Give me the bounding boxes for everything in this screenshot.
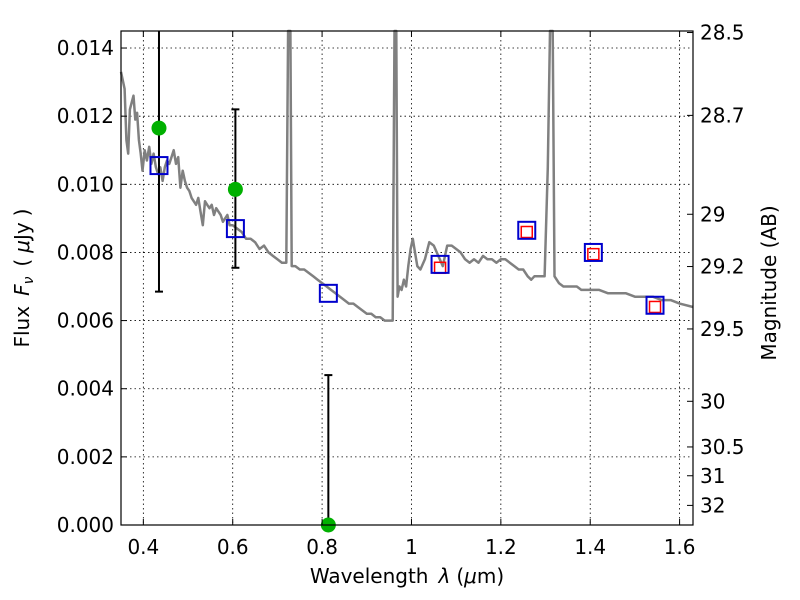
x-tick-label: 1 (405, 535, 418, 559)
y-tick-label: 0.014 (57, 36, 114, 60)
plot-frame (120, 30, 694, 526)
magnitude-axis-ticks: 28.5 28.7 29 29.2 29.5 30 30.5 31 32 (687, 21, 745, 517)
photometry-marker (587, 247, 600, 261)
y-tick-label: 0.006 (57, 309, 114, 333)
x-tick-label: 0.8 (306, 535, 338, 559)
y-axis-ticks: 0.000 0.002 0.004 0.006 0.008 0.010 0.012 0.014 (57, 36, 127, 537)
model-flux-marker (517, 220, 537, 240)
y-tick-label: 0.002 (57, 445, 114, 469)
model-flux-marker (149, 156, 169, 176)
magnitude-tick-label: 29 (700, 202, 725, 226)
y-tick-label: 0.004 (57, 377, 114, 401)
y-tick-label: 0.010 (57, 172, 114, 196)
magnitude-tick-label: 30.5 (700, 435, 745, 459)
magnitude-axis-label: Magnitude (AB) (757, 205, 781, 360)
model-flux-marker (583, 242, 603, 262)
magnitude-tick-label: 29.5 (700, 317, 745, 341)
y-tick-label: 0.000 (57, 513, 114, 537)
y-tick-label: 0.012 (57, 104, 114, 128)
magnitude-tick-label: 30 (700, 389, 725, 413)
model-flux-marker (318, 283, 338, 303)
model-spectrum-line (119, 29, 694, 322)
observed-flux-point (227, 181, 243, 197)
x-axis-label: Wavelength λ (μm) (310, 564, 504, 588)
photometry-marker (648, 300, 662, 314)
magnitude-tick-label: 31 (700, 464, 725, 488)
x-tick-label: 0.6 (217, 535, 249, 559)
y-tick-label: 0.008 (57, 240, 114, 264)
magnitude-tick-label: 32 (700, 493, 725, 517)
magnitude-tick-label: 28.5 (700, 21, 745, 45)
y-axis-label: FluxFν(μJy) (10, 208, 37, 347)
x-tick-label: 1.4 (574, 535, 606, 559)
model-flux-marker (645, 295, 665, 315)
magnitude-tick-label: 29.2 (700, 255, 745, 279)
model-flux-marker (225, 219, 245, 239)
plot-area (119, 29, 694, 533)
model-flux-marker (430, 254, 450, 274)
x-axis-ticks: 0.4 0.6 0.8 1 1.2 1.4 1.6 (127, 31, 696, 559)
x-tick-label: 1.6 (664, 535, 696, 559)
x-tick-label: 0.4 (127, 535, 159, 559)
magnitude-tick-label: 28.7 (700, 103, 745, 127)
x-tick-label: 1.2 (485, 535, 517, 559)
photometry-marker (520, 225, 534, 239)
observed-flux-point (151, 120, 167, 136)
